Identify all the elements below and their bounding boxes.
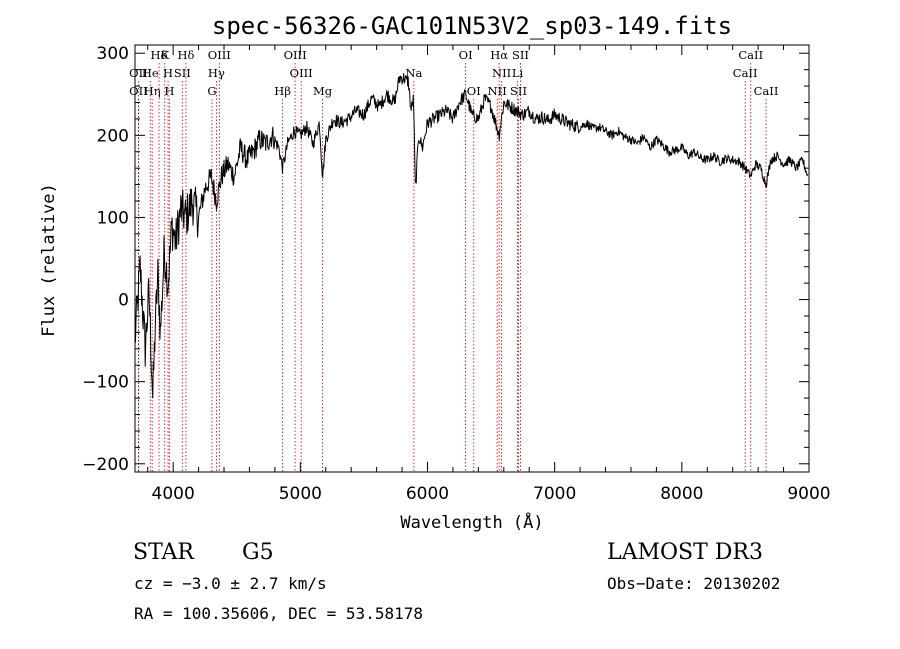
- coordinates-text: RA = 100.35606, DEC = 53.58178: [134, 604, 423, 623]
- survey-label: LAMOST DR3: [607, 540, 763, 565]
- y-tick-label: 200: [97, 126, 129, 146]
- x-axis-label: Wavelength (Å): [400, 511, 543, 533]
- x-tick-label: 5000: [279, 484, 322, 504]
- line-marker-label: CaII: [733, 66, 758, 80]
- line-marker-label: H: [164, 84, 174, 98]
- line-marker-label: SII: [174, 66, 191, 80]
- line-marker-label: CaII: [754, 84, 779, 98]
- line-marker-label: OIII: [284, 48, 307, 62]
- x-tick-label: 9000: [787, 484, 830, 504]
- y-tick-label: −100: [82, 373, 129, 393]
- line-marker-label: CaII: [738, 48, 763, 62]
- line-marker-label: OI: [467, 84, 481, 98]
- line-marker-label: OIII: [290, 66, 313, 80]
- object-subclass: G5: [242, 540, 274, 565]
- line-marker-label: H: [163, 66, 173, 80]
- line-marker-label: NII: [488, 84, 507, 98]
- line-marker-label: OII: [129, 84, 148, 98]
- line-marker-label: Hγ: [208, 66, 225, 80]
- plot-frame: [134, 44, 810, 473]
- line-marker-label: K: [160, 48, 169, 62]
- line-marker-label: NII: [492, 66, 511, 80]
- spectrum-series: [134, 73, 808, 399]
- line-marker-label: G: [207, 84, 216, 98]
- line-marker-label: SII: [510, 84, 527, 98]
- line-marker-label: Na: [405, 66, 422, 80]
- line-marker-label: Hδ: [151, 48, 168, 62]
- object-class: STAR: [133, 540, 194, 565]
- y-tick-label: 300: [97, 44, 129, 64]
- line-marker-label: Hα: [490, 48, 508, 62]
- y-tick-label: 100: [97, 208, 129, 228]
- x-tick-label: 7000: [533, 484, 576, 504]
- x-tick-label: 6000: [406, 484, 449, 504]
- line-marker-label: Li: [512, 66, 524, 80]
- line-marker-label: Hβ: [274, 84, 291, 98]
- line-marker-label: Hδ: [178, 48, 195, 62]
- x-tick-label: 4000: [152, 484, 195, 504]
- axis-ticks: 4000 5000 6000 7000 8000 9000 −200 −100 0 100 200 3…: [82, 44, 830, 504]
- y-tick-label: 0: [118, 291, 129, 311]
- line-marker-label: He: [142, 66, 159, 80]
- line-marker-label: OII: [129, 66, 148, 80]
- y-tick-label: −200: [82, 455, 129, 475]
- chart-title: spec-56326-GAC101N53V2_sp03-149.fits: [212, 12, 732, 40]
- line-marker-label: Mg: [313, 84, 333, 98]
- x-tick-label: 8000: [660, 484, 703, 504]
- line-marker-label: OIII: [208, 48, 231, 62]
- obs-date-text: Obs−Date: 20130202: [607, 574, 781, 593]
- line-marker-label: SII: [512, 48, 529, 62]
- y-axis-label: Flux (relative): [39, 183, 59, 337]
- redshift-text: cz = −3.0 ± 2.7 km/s: [134, 574, 327, 593]
- line-marker-label: OI: [459, 48, 473, 62]
- line-marker-label: Hη: [144, 84, 161, 98]
- spectrum-line: [134, 73, 808, 399]
